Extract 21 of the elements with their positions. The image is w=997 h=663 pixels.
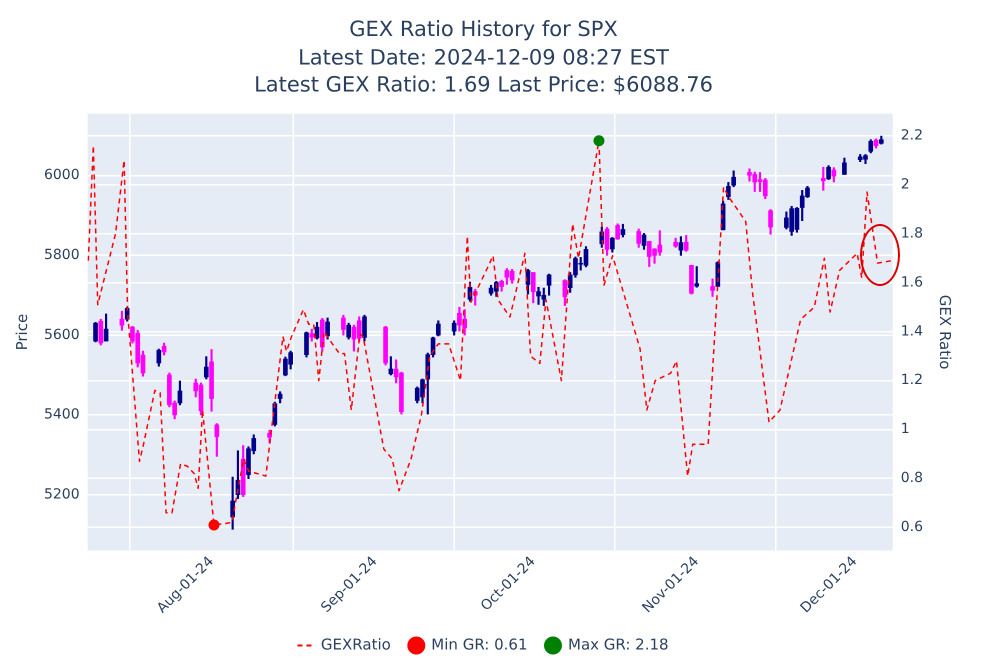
chart-subtitle: Latest Date: 2024-12-09 08:27 EST Latest GEX Ratio: 1.69 Last Price: $6088.76 — [254, 45, 713, 97]
y2-tick-label: 1.8 — [900, 225, 923, 242]
y-tick-label: 5600 — [44, 326, 80, 343]
y2-tick-label: 1.2 — [900, 372, 923, 388]
y2-axis-title: GEX Ratio — [936, 294, 954, 370]
legend-label: Min GR: 0.61 — [431, 635, 528, 654]
legend-label: Max GR: 2.18 — [568, 635, 669, 654]
y2-tick-label: 0.8 — [900, 470, 923, 486]
y-tick-label: 5400 — [44, 406, 80, 423]
chart-title: GEX Ratio History for SPX — [349, 17, 618, 42]
legend-label: GEXRatio — [320, 635, 391, 654]
y-tick-label: 6000 — [44, 167, 80, 184]
y-tick-label: 5200 — [44, 486, 80, 502]
y2-tick-label: 0.6 — [900, 519, 924, 536]
y2-tick-label: 1 — [900, 421, 910, 438]
y2-tick-label: 1.4 — [900, 323, 924, 340]
y-tick-label: 5800 — [44, 247, 80, 264]
y2-tick-label: 1.6 — [900, 274, 924, 290]
y-axis-title: Price — [12, 314, 31, 350]
y2-tick-label: 2.2 — [900, 127, 923, 144]
y2-tick-label: 2 — [900, 176, 910, 192]
